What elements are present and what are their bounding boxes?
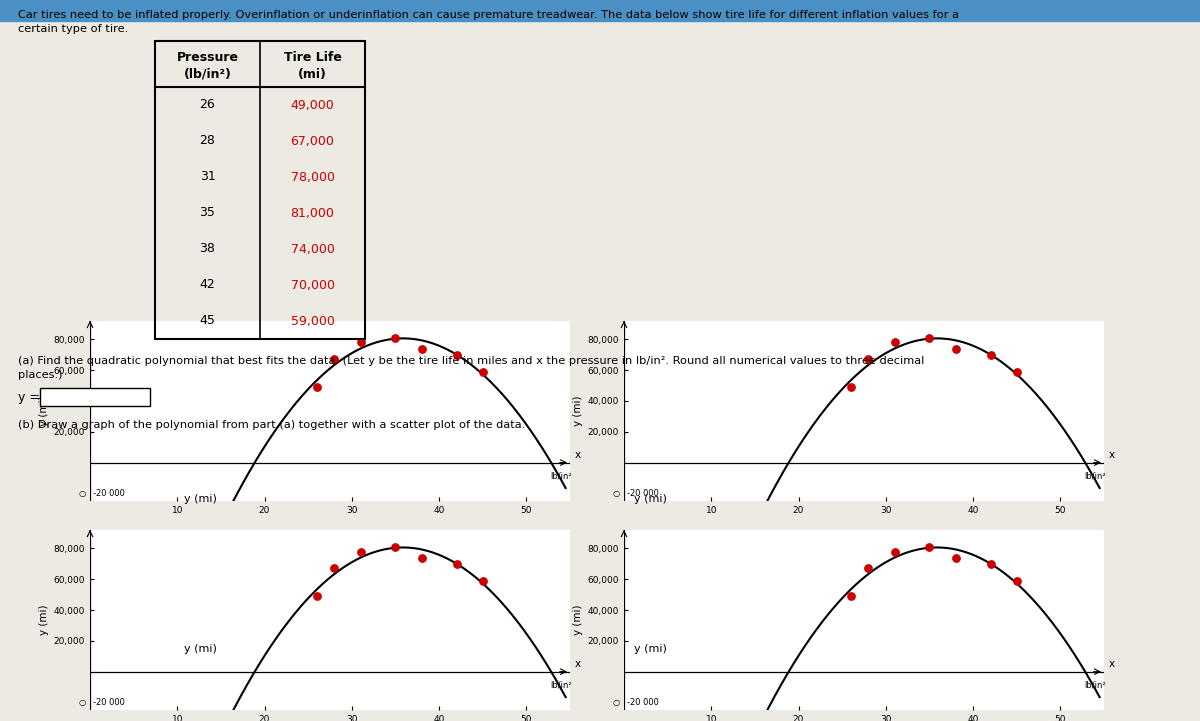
Text: y (mi): y (mi) [184,494,216,504]
FancyBboxPatch shape [40,388,150,406]
Text: -20 000: -20 000 [92,489,125,498]
Text: lb/in²: lb/in² [551,471,572,480]
Point [859,562,878,574]
Y-axis label: y (mi): y (mi) [574,396,583,426]
Point [980,558,1000,570]
Text: -20 000: -20 000 [626,698,659,707]
Text: 26: 26 [199,99,215,112]
Text: ○: ○ [612,489,619,498]
Text: lb/in²: lb/in² [1085,680,1106,689]
Text: -20 000: -20 000 [626,489,659,498]
Text: 31: 31 [199,170,215,184]
Text: Tire Life: Tire Life [283,50,342,63]
Text: 81,000: 81,000 [290,206,335,219]
Point [325,353,344,365]
Text: lb/in²: lb/in² [1085,471,1106,480]
Point [473,366,492,378]
Text: (a) Find the quadratic polynomial that best fits the data. (Let y be the tire li: (a) Find the quadratic polynomial that b… [18,356,924,366]
Point [946,552,965,563]
Point [1007,575,1026,587]
Text: 28: 28 [199,135,216,148]
Point [386,541,406,553]
Text: 49,000: 49,000 [290,99,335,112]
Text: y (mi): y (mi) [634,494,666,504]
Text: 35: 35 [199,206,216,219]
Bar [0,0,1200,21]
Text: (lb/in²): (lb/in²) [184,68,232,81]
Point [325,562,344,574]
Point [884,337,904,348]
Text: 74,000: 74,000 [290,242,335,255]
Text: ○: ○ [78,698,85,707]
Text: 70,000: 70,000 [290,278,335,291]
Text: ○: ○ [78,489,85,498]
Point [920,541,940,553]
Text: 59,000: 59,000 [290,314,335,327]
Text: 45: 45 [199,314,216,327]
Point [412,342,431,354]
Point [412,552,431,563]
Text: x: x [1109,451,1115,460]
Text: x: x [1109,660,1115,669]
Point [473,575,492,587]
Text: (mi): (mi) [298,68,326,81]
Point [920,332,940,344]
Point [946,342,965,354]
Point [307,590,326,602]
Text: 38: 38 [199,242,216,255]
Point [859,353,878,365]
Text: ○: ○ [612,698,619,707]
Text: y =: y = [18,391,40,404]
Point [386,332,406,344]
Text: -20 000: -20 000 [92,698,125,707]
Text: x: x [575,451,581,460]
Y-axis label: y (mi): y (mi) [574,605,583,635]
Point [1007,366,1026,378]
Y-axis label: y (mi): y (mi) [40,396,49,426]
Text: Car tires need to be inflated properly. Overinflation or underinflation can caus: Car tires need to be inflated properly. … [18,10,959,20]
Point [350,546,370,557]
Text: places.): places.) [18,370,62,380]
Bar [155,41,365,339]
Y-axis label: y (mi): y (mi) [40,605,49,635]
Point [446,349,466,360]
Point [350,337,370,348]
Text: certain type of tire.: certain type of tire. [18,24,128,34]
Point [884,546,904,557]
Text: (b) Draw a graph of the polynomial from part (a) together with a scatter plot of: (b) Draw a graph of the polynomial from … [18,420,526,430]
Text: x: x [575,660,581,669]
Text: lb/in²: lb/in² [551,680,572,689]
Point [307,381,326,393]
Text: Pressure: Pressure [176,50,239,63]
Point [446,558,466,570]
Text: y (mi): y (mi) [634,644,666,654]
Text: 42: 42 [199,278,215,291]
Point [841,381,860,393]
Text: 67,000: 67,000 [290,135,335,148]
Text: y (mi): y (mi) [184,644,216,654]
Point [841,590,860,602]
Text: 78,000: 78,000 [290,170,335,184]
Point [980,349,1000,360]
